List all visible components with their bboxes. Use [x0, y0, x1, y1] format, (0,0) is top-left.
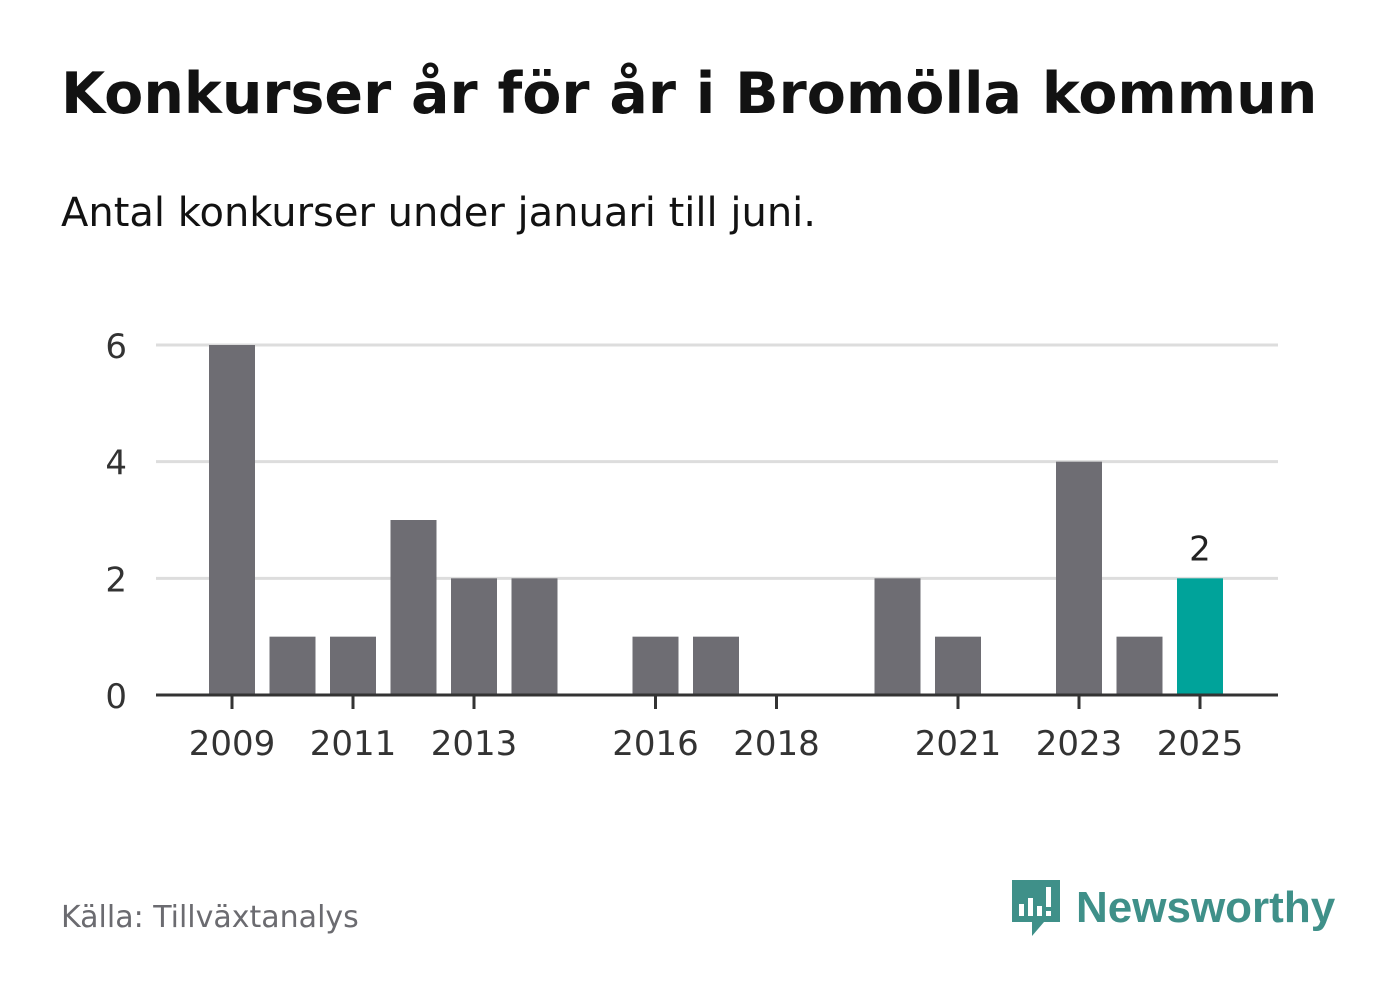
data-labels: 2: [1189, 529, 1211, 569]
x-tick-label: 2021: [915, 724, 1002, 764]
chart-subtitle: Antal konkurser under januari till juni.: [61, 190, 816, 236]
bar-2021: [935, 636, 981, 695]
y-tick-label: 2: [105, 560, 127, 600]
bar-2013: [451, 578, 497, 695]
bar-2014: [511, 578, 558, 695]
x-tick-label: 2018: [733, 724, 820, 764]
x-axis-ticks: 2009 2011 2013 2016 2018 2021 2023 2025: [189, 695, 1244, 764]
bar-2024: [1116, 636, 1163, 695]
bar-2010: [269, 636, 316, 695]
x-tick-label: 2009: [189, 724, 276, 764]
x-tick-label: 2025: [1157, 724, 1244, 764]
grid-lines: [156, 343, 1278, 580]
x-tick-label: 2023: [1036, 724, 1123, 764]
source-note: Källa: Tillväxtanalys: [61, 900, 359, 935]
brand-logo: Newsworthy: [1010, 878, 1335, 938]
bars: [209, 345, 1223, 695]
x-tick-label: 2013: [431, 724, 518, 764]
chart-title: Konkurser år för år i Bromölla kommun: [61, 61, 1318, 127]
bar-2023: [1056, 461, 1102, 695]
data-label-highlight: 2: [1189, 529, 1211, 569]
y-tick-label: 4: [105, 444, 127, 484]
bar-2011: [330, 636, 376, 695]
y-tick-label: 0: [105, 677, 127, 717]
bar-2025: [1177, 578, 1223, 695]
bar-2009: [209, 345, 255, 695]
bar-2012: [390, 520, 437, 695]
y-axis-ticks: 0 2 4 6: [105, 327, 127, 717]
brand-name: Newsworthy: [1076, 883, 1336, 932]
bar-2020: [874, 578, 921, 695]
newsworthy-logo-icon: [1012, 880, 1060, 936]
y-tick-label: 6: [105, 327, 127, 367]
x-tick-label: 2011: [310, 724, 397, 764]
bar-2017: [693, 636, 739, 695]
bar-2016: [632, 636, 679, 695]
x-tick-label: 2016: [612, 724, 699, 764]
